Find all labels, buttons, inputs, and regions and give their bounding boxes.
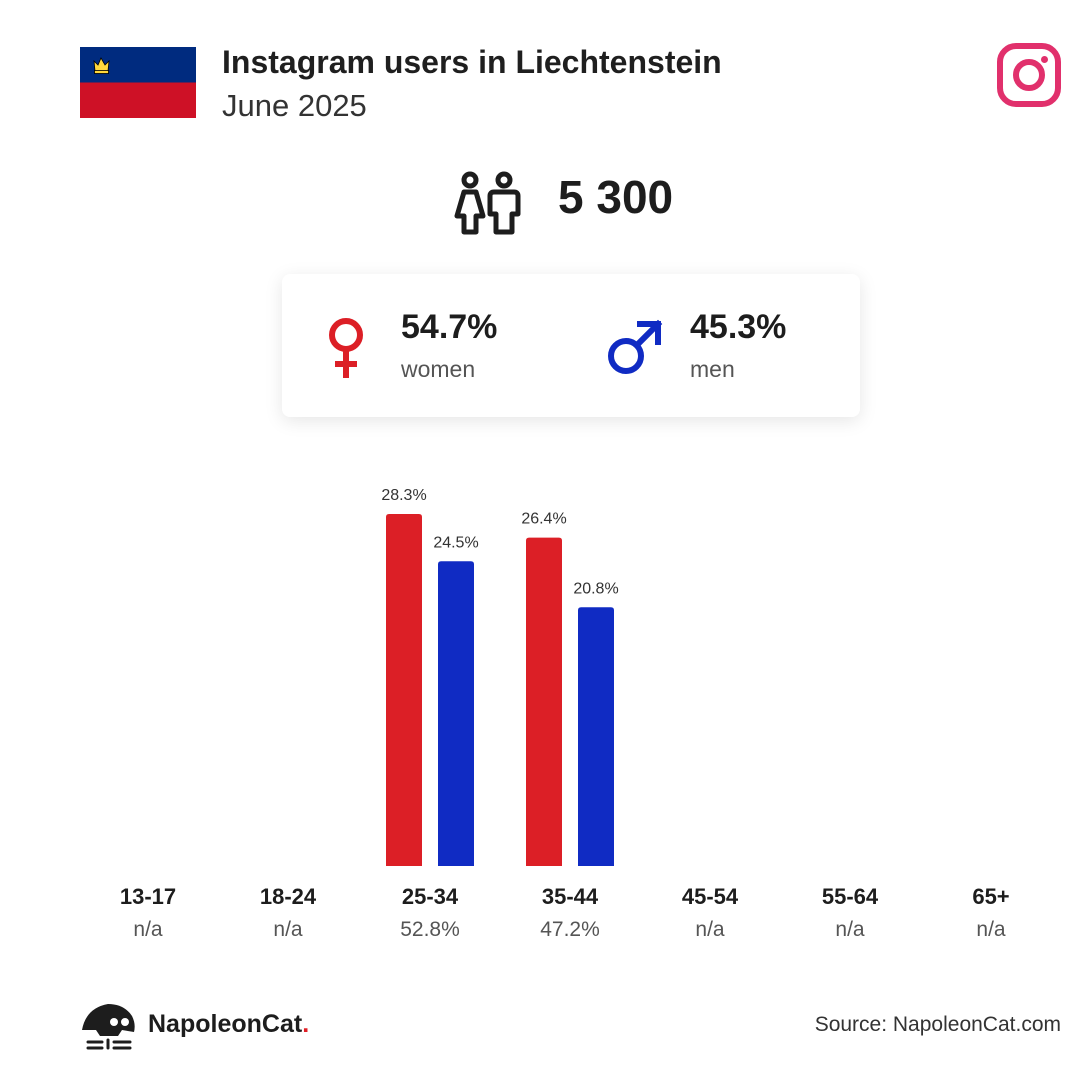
page-title: Instagram users in Liechtenstein — [222, 44, 722, 80]
age-label-18-24: 18-24 — [259, 884, 317, 909]
age-label-55-64: 55-64 — [821, 884, 879, 909]
liechtenstein-flag-icon — [80, 47, 196, 118]
brand-dot: . — [302, 1010, 310, 1038]
age-share-55-64: n/a — [835, 918, 865, 941]
napoleoncat-logo-icon — [82, 1004, 135, 1050]
bar-men-25-34 — [438, 561, 474, 866]
bar-women-25-34 — [386, 514, 422, 866]
age-share-25-34: 52.8% — [400, 918, 460, 941]
total-users-value: 5 300 — [558, 171, 674, 223]
women-percent: 54.7% — [401, 308, 498, 346]
age-label-25-34: 25-34 — [401, 884, 459, 909]
men-percent: 45.3% — [690, 308, 787, 346]
men-label: men — [690, 356, 735, 382]
women-label: women — [401, 356, 476, 382]
age-share-13-17: n/a — [133, 918, 163, 941]
bar-label-men-25-34: 24.5% — [433, 534, 478, 551]
source-label: Source: NapoleonCat.com — [814, 1013, 1061, 1036]
brand-name: NapoleonCat. — [148, 1010, 309, 1039]
bar-label-men-35-44: 20.8% — [573, 580, 618, 597]
brand-name-text: NapoleonCat — [148, 1010, 303, 1038]
age-share-35-44: 47.2% — [540, 918, 600, 941]
page-subtitle: June 2025 — [222, 88, 367, 123]
bar-label-women-25-34: 28.3% — [381, 487, 426, 504]
age-label-35-44: 35-44 — [541, 884, 599, 909]
female-symbol-icon — [329, 318, 363, 378]
people-icon — [454, 171, 521, 235]
bar-label-women-35-44: 26.4% — [521, 511, 566, 528]
bar-men-35-44 — [578, 607, 614, 866]
age-share-65+: n/a — [976, 918, 1006, 941]
age-share-45-54: n/a — [695, 918, 725, 941]
male-symbol-icon — [608, 319, 663, 374]
age-label-13-17: 13-17 — [119, 884, 177, 909]
bar-women-35-44 — [526, 537, 562, 866]
gender-split-card: 54.7% women 45.3% men — [282, 274, 860, 417]
age-label-65+: 65+ — [972, 884, 1010, 909]
age-label-45-54: 45-54 — [681, 884, 739, 909]
age-share-18-24: n/a — [273, 918, 303, 941]
instagram-icon — [997, 43, 1061, 107]
